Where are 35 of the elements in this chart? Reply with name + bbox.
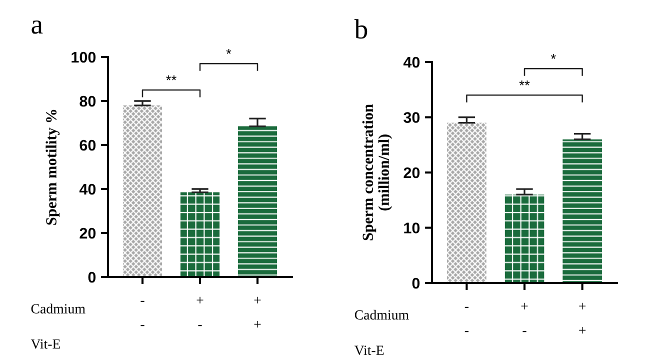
text: * — [550, 54, 556, 59]
text: * — [226, 48, 232, 54]
text: Cadmium — [354, 310, 409, 320]
bar — [562, 139, 602, 283]
y-axis-title: Sperm motility % — [46, 110, 60, 225]
y-tick-label: 20 — [80, 228, 96, 239]
category-label: + - — [196, 296, 204, 326]
category-label: + + — [579, 302, 586, 334]
y-axis-title: Sperm concentration (million/ml) — [362, 104, 392, 240]
text: Cadmium — [31, 304, 86, 314]
annotation: ** — [519, 80, 530, 86]
y-tick-label: 40 — [79, 184, 96, 195]
y-tick-label: 10 — [404, 222, 420, 234]
bar — [447, 122, 486, 283]
y-tick-label: 60 — [80, 140, 96, 151]
chart-title: b — [354, 19, 368, 39]
category-label: + - — [521, 302, 528, 332]
text: Vit-E — [30, 339, 60, 349]
y-tick-label: 30 — [404, 112, 420, 123]
y-tick-label: 80 — [80, 96, 96, 107]
bar — [504, 194, 544, 283]
y-tick-label: 100 — [72, 52, 96, 63]
y-tick-label: 0 — [88, 272, 96, 283]
y-tick-label: 40 — [403, 56, 420, 68]
bar — [238, 126, 278, 277]
category-label: - - — [140, 300, 144, 326]
category-label: + + — [254, 296, 261, 328]
text: Vit-E — [354, 346, 384, 356]
category-label: - - — [464, 306, 468, 332]
y-tick-label: 20 — [404, 167, 420, 178]
bar — [122, 105, 162, 277]
y-tick-label: 0 — [412, 278, 420, 289]
bar — [180, 192, 220, 277]
chart-title: a — [32, 20, 43, 34]
annotation: ** — [166, 75, 176, 80]
